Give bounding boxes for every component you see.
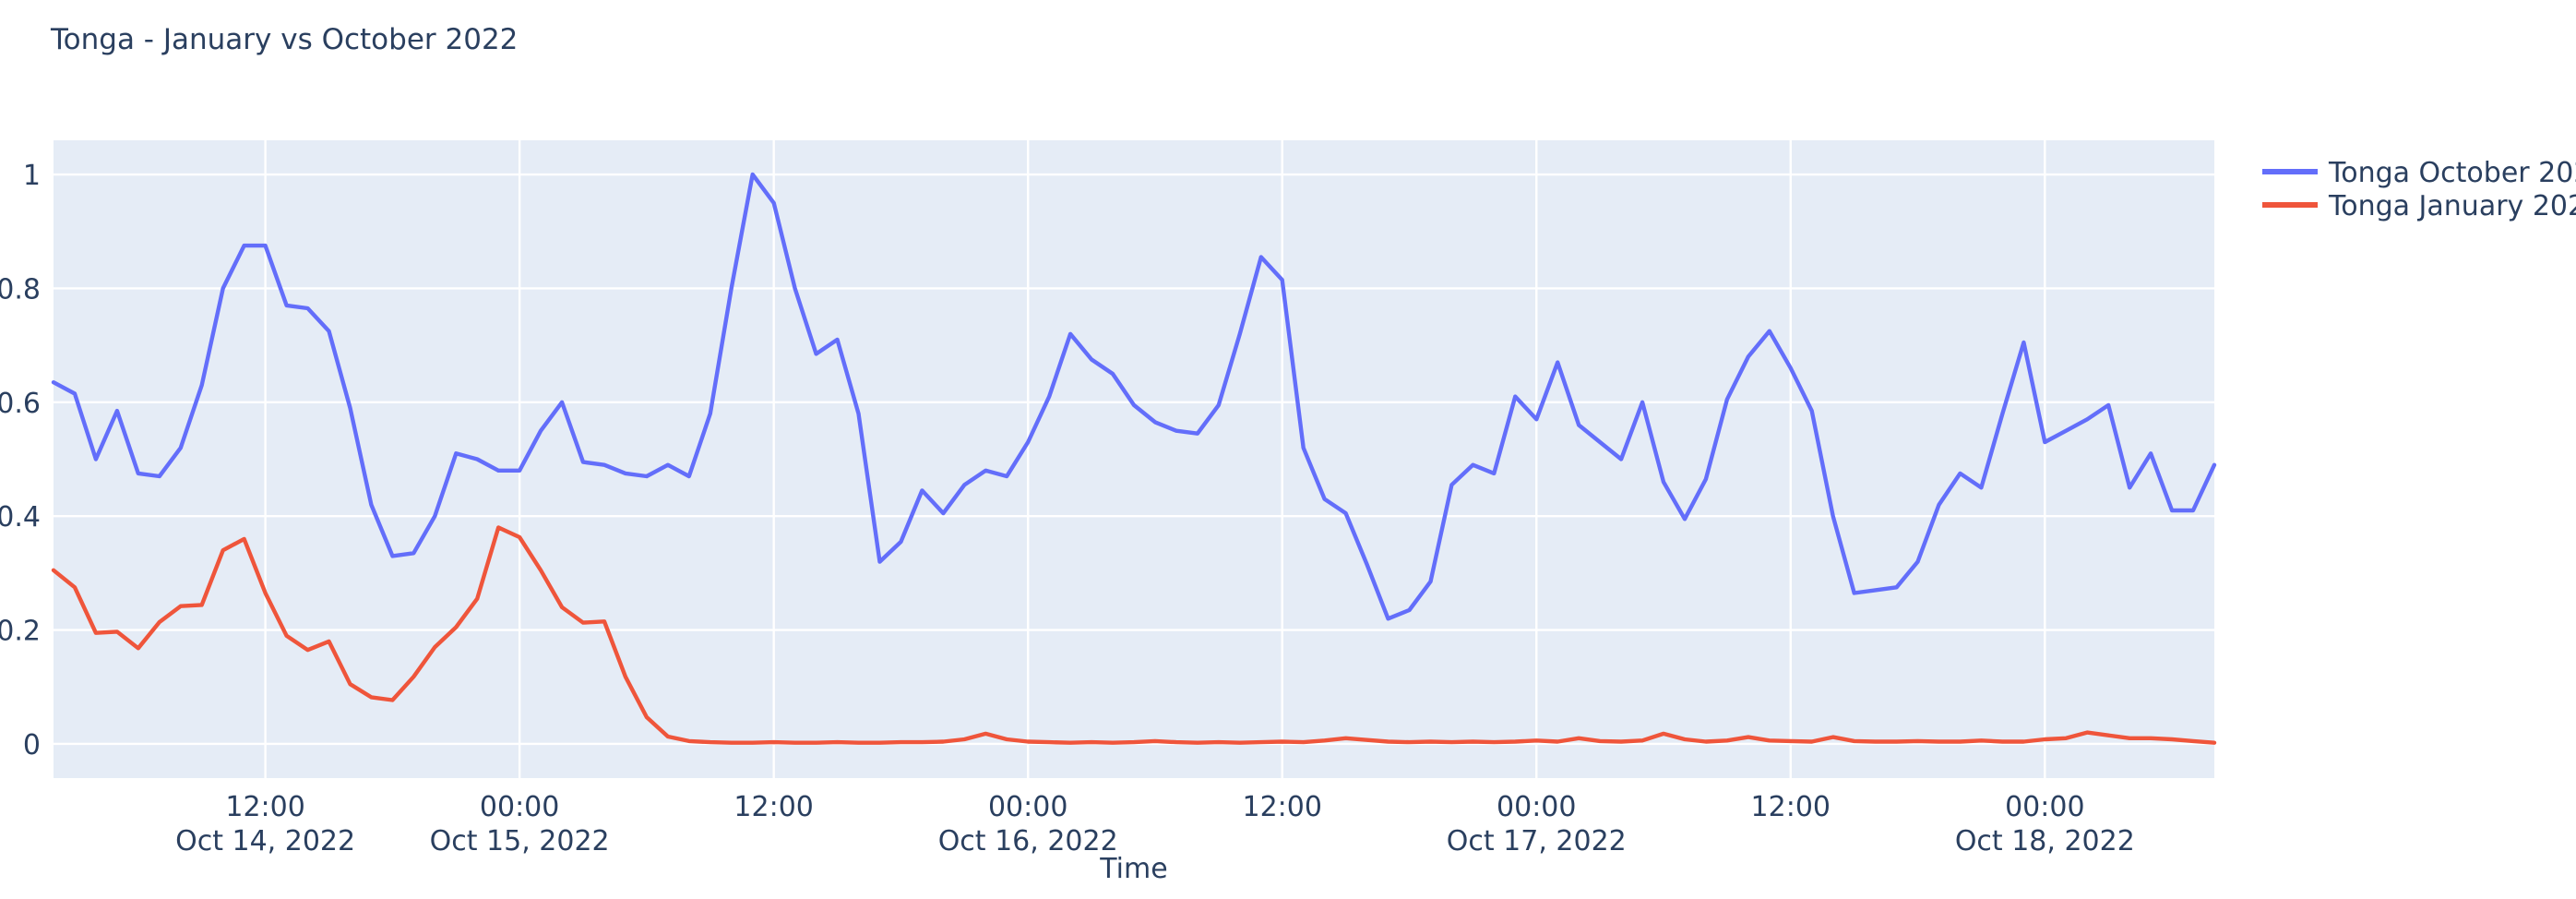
x-axis-title: Time: [1099, 853, 1167, 885]
x-tick-date-label: Oct 17, 2022: [1447, 825, 1627, 857]
x-tick-date-label: Oct 18, 2022: [1955, 825, 2135, 857]
x-tick-time-label: 12:00: [225, 791, 304, 823]
x-tick-time-label: 12:00: [1751, 791, 1831, 823]
y-tick-label: 0.4: [0, 501, 41, 533]
legend-item-tonga-january-2022[interactable]: Tonga January 2022: [2262, 190, 2576, 222]
legend-label: Tonga January 2022: [2328, 190, 2576, 222]
legend-label: Tonga October 2022: [2328, 157, 2576, 189]
x-tick-time-label: 00:00: [2005, 791, 2084, 823]
x-tick-date-label: Oct 16, 2022: [938, 825, 1118, 857]
y-tick-label: 0.2: [0, 616, 41, 648]
legend-item-tonga-october-2022[interactable]: Tonga October 2022: [2262, 157, 2576, 189]
x-tick-time-label: 12:00: [1242, 791, 1321, 823]
y-tick-label: 0: [23, 729, 41, 761]
plot-area[interactable]: [54, 140, 2214, 778]
y-tick-label: 0.6: [0, 388, 41, 420]
series-line-tonga-january-2022: [51, 525, 2217, 745]
y-tick-label: 0.8: [0, 273, 41, 306]
x-tick-date-label: Oct 14, 2022: [175, 825, 355, 857]
x-tick-time-label: 00:00: [480, 791, 559, 823]
series-line-tonga-october-2022: [51, 172, 2217, 621]
x-tick-date-label: Oct 15, 2022: [430, 825, 610, 857]
x-tick-time-label: 00:00: [1497, 791, 1576, 823]
chart-title: Tonga - January vs October 2022: [50, 23, 518, 56]
x-tick-time-label: 12:00: [733, 791, 813, 823]
y-tick-label: 1: [23, 160, 41, 192]
x-tick-time-label: 00:00: [988, 791, 1067, 823]
